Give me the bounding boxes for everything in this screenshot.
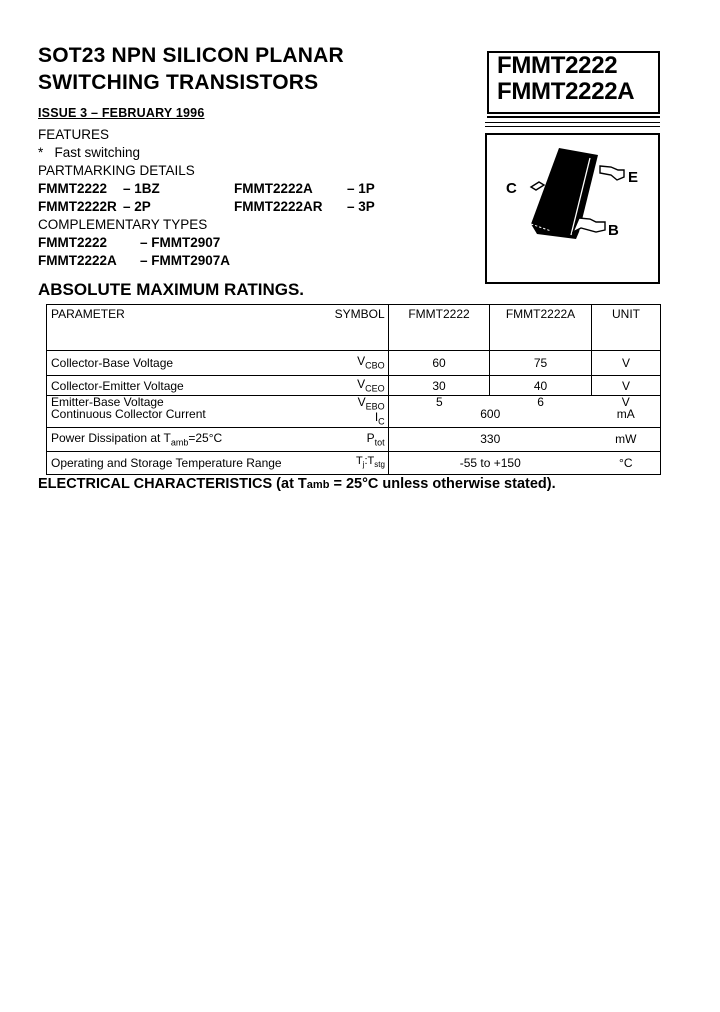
svg-text:C: C [506, 180, 517, 197]
svg-text:E: E [628, 169, 638, 186]
svg-text:B: B [608, 222, 619, 239]
